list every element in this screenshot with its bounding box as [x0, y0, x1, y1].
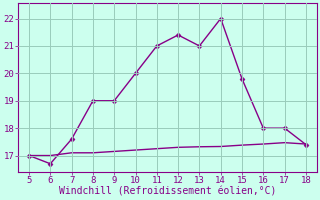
X-axis label: Windchill (Refroidissement éolien,°C): Windchill (Refroidissement éolien,°C): [59, 187, 276, 197]
